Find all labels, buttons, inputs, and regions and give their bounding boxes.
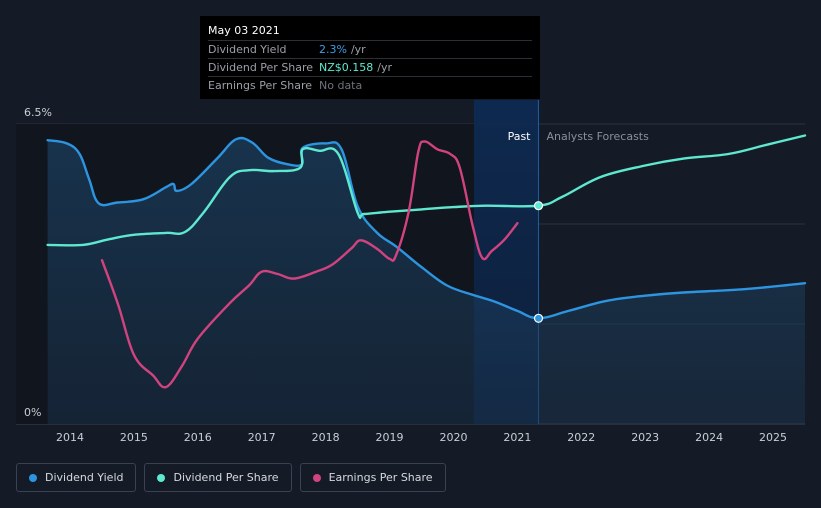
series-layer (46, 134, 807, 389)
tooltip-row-earnings-per-share: Earnings Per Share No data (208, 76, 532, 94)
tooltip-row-value: 2.3% (319, 43, 347, 56)
legend-dot-icon (312, 473, 321, 482)
axis-layer: 6.5% 0% 2014 2015 2016 2017 2018 2019 2020 2021 20… (24, 106, 787, 444)
x-tick-label: 2022 (567, 431, 595, 444)
y-tick-label: 6.5% (24, 106, 52, 119)
legend-dot-icon (157, 473, 166, 482)
series-line-dividend-yield (46, 136, 807, 320)
legend-item-earnings-per-share[interactable]: Earnings Per Share (299, 463, 446, 492)
tooltip-row-label: Dividend Per Share (208, 61, 314, 74)
legend-item-dividend-yield[interactable]: Dividend Yield (16, 463, 137, 492)
chart-legend: Dividend Yield Dividend Per Share Earnin… (16, 463, 446, 492)
y-tick-label: 0% (24, 406, 41, 419)
tooltip-row-value: No data (319, 79, 363, 92)
today-marker-dividend-per-share (533, 201, 544, 211)
legend-item-label: Dividend Yield (45, 471, 124, 484)
x-tick-label: 2019 (376, 431, 404, 444)
legend-dot-icon (29, 473, 37, 482)
tooltip-row-unit: /yr (350, 43, 366, 56)
tooltip-row-unit: /yr (377, 61, 393, 74)
series-line-earnings-per-share (100, 140, 519, 389)
hover-tooltip: May 03 2021 Dividend Yield 2.3% /yr Divi… (200, 16, 540, 99)
tooltip-row-dividend-yield: Dividend Yield 2.3% /yr (208, 40, 532, 58)
x-tick-label: 2018 (312, 431, 340, 444)
series-line-dividend-per-share (46, 134, 807, 247)
tooltip-row-label: Dividend Yield (208, 43, 287, 56)
dividend-yield-area (47, 137, 806, 424)
tooltip-date: May 03 2021 (208, 24, 280, 37)
x-tick-label: 2024 (695, 431, 723, 444)
tooltip-row-dividend-per-share: Dividend Per Share NZ$0.158 /yr (208, 58, 532, 76)
x-tick-label: 2015 (120, 431, 148, 444)
x-tick-label: 2023 (631, 431, 659, 444)
legend-item-label: Dividend Per Share (173, 471, 279, 484)
marker-layer (533, 201, 544, 323)
x-tick-label: 2020 (440, 431, 468, 444)
past-label: Past (508, 130, 532, 143)
x-tick-label: 2016 (184, 431, 212, 444)
area-layer (47, 137, 806, 424)
legend-item-label: Earnings Per Share (328, 471, 433, 484)
x-tick-label: 2025 (759, 431, 787, 444)
today-marker-dividend-yield (533, 313, 544, 323)
x-tick-label: 2017 (248, 431, 276, 444)
x-tick-label: 2021 (503, 431, 531, 444)
forecast-label: Analysts Forecasts (547, 130, 650, 143)
x-tick-label: 2014 (56, 431, 84, 444)
tooltip-row-label: Earnings Per Share (208, 79, 313, 92)
tooltip-row-value: NZ$0.158 (319, 61, 374, 74)
legend-item-dividend-per-share[interactable]: Dividend Per Share (144, 463, 292, 492)
